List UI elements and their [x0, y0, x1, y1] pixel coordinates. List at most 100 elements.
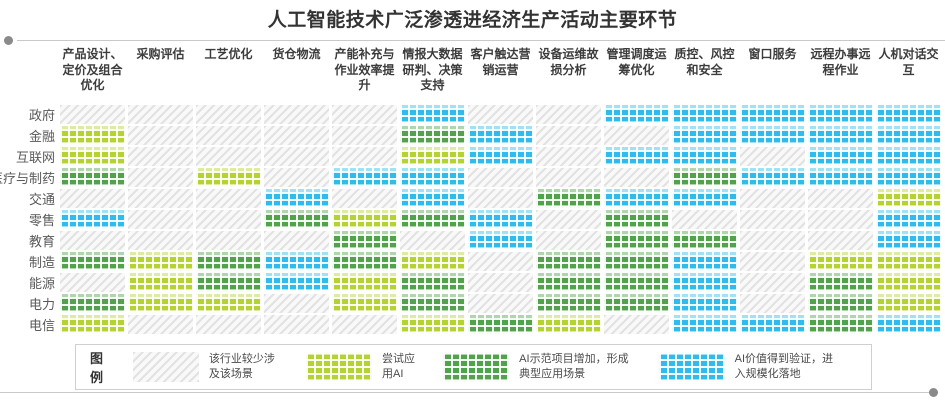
heatmap-cell-r2-c1: [60, 126, 125, 145]
heatmap-cell-r1-c4: [264, 105, 329, 124]
column-header-8: 设备运维故损分析: [538, 47, 599, 77]
heatmap-cell-r4-c13: [876, 168, 941, 187]
heatmap-cell-r1-c9: [604, 105, 669, 124]
heatmap-cell-r11-c2: [128, 315, 193, 334]
heatmap-cell-r7-c7: [468, 231, 533, 250]
row-label-4: 医疗与制药: [0, 171, 55, 186]
heatmap-cell-r9-c12: [808, 273, 873, 292]
column-header-11: 窗口服务: [748, 47, 797, 61]
heatmap-cell-r4-c11: [740, 168, 805, 187]
column-header-12: 远程办事远程作业: [810, 47, 871, 77]
heatmap-cell-r11-c3: [196, 315, 261, 334]
heatmap-cell-r11-c4: [264, 315, 329, 334]
heatmap-cell-r3-c5: [332, 147, 397, 166]
legend-label-3: AI示范项目增加，形成典型应用场景: [519, 353, 629, 380]
heatmap-cell-r5-c6: [400, 189, 465, 208]
heatmap-cell-r4-c6: [400, 168, 465, 187]
heatmap-cell-r5-c11: [740, 189, 805, 208]
legend-swatch-3: [443, 352, 510, 382]
heatmap-cell-r2-c6: [400, 126, 465, 145]
column-header-6: 情报大数据研判、决策支持: [402, 47, 463, 93]
top-rule-left-dot: [4, 36, 13, 45]
heatmap-cell-r7-c11: [740, 231, 805, 250]
heatmap-cell-r7-c13: [876, 231, 941, 250]
heatmap-cell-r4-c3: [196, 168, 261, 187]
heatmap-cell-r7-c2: [128, 231, 193, 250]
heatmap-cell-r8-c9: [604, 252, 669, 271]
heatmap-cell-r2-c8: [536, 126, 601, 145]
heatmap-cell-r11-c6: [400, 315, 465, 334]
row-label-7: 教育: [28, 234, 55, 249]
legend-swatch-1: [132, 352, 199, 382]
heatmap-cell-r9-c13: [876, 273, 941, 292]
heatmap-cell-r9-c4: [264, 273, 329, 292]
heatmap-cell-r4-c8: [536, 168, 601, 187]
heatmap-cell-r8-c2: [128, 252, 193, 271]
heatmap-cell-r3-c13: [876, 147, 941, 166]
heatmap-cell-r6-c1: [60, 210, 125, 229]
heatmap-cell-r1-c8: [536, 105, 601, 124]
column-header-10: 质控、风控和安全: [674, 47, 735, 77]
heatmap-cell-r4-c12: [808, 168, 873, 187]
chart-title: 人工智能技术广泛渗透进经济生产活动主要环节: [267, 10, 678, 31]
heatmap-cell-r2-c2: [128, 126, 193, 145]
heatmap-cell-r1-c2: [128, 105, 193, 124]
heatmap-cell-r8-c13: [876, 252, 941, 271]
heatmap-cell-r7-c4: [264, 231, 329, 250]
heatmap-cell-r2-c11: [740, 126, 805, 145]
legend-label-1: 该行业较少涉及该场景: [208, 353, 275, 380]
legend-title: 图例: [90, 351, 104, 385]
heatmap-cell-r3-c4: [264, 147, 329, 166]
heatmap-cell-r1-c12: [808, 105, 873, 124]
heatmap-cell-r10-c5: [332, 294, 397, 313]
heatmap-cell-r10-c3: [196, 294, 261, 313]
heatmap-cell-r6-c13: [876, 210, 941, 229]
heatmap-cell-r8-c6: [400, 252, 465, 271]
heatmap-cell-r5-c10: [672, 189, 737, 208]
heatmap-cell-r3-c9: [604, 147, 669, 166]
column-header-2: 采购评估: [136, 47, 185, 61]
heatmap-cell-r10-c4: [264, 294, 329, 313]
column-header-9: 管理调度运筹优化: [606, 47, 667, 77]
heatmap-cell-r7-c3: [196, 231, 261, 250]
heatmap-cell-r1-c3: [196, 105, 261, 124]
heatmap-cell-r3-c6: [400, 147, 465, 166]
heatmap-cell-r9-c6: [400, 273, 465, 292]
legend-swatch-4: [658, 352, 725, 382]
column-header-4: 货仓物流: [272, 47, 321, 61]
heatmap-cell-r3-c8: [536, 147, 601, 166]
heatmap-cell-r6-c6: [400, 210, 465, 229]
column-header-7: 客户触达营销运营: [470, 47, 531, 77]
heatmap-cell-r2-c13: [876, 126, 941, 145]
heatmap-cell-r7-c12: [808, 231, 873, 250]
row-label-9: 能源: [28, 276, 55, 291]
heatmap-cell-r5-c8: [536, 189, 601, 208]
legend-label-4: AI价值得到验证，进入规模化落地: [734, 353, 834, 380]
heatmap-cell-r10-c10: [672, 294, 737, 313]
heatmap-cell-r9-c9: [604, 273, 669, 292]
heatmap-cell-r11-c5: [332, 315, 397, 334]
heatmap-cell-r11-c12: [808, 315, 873, 334]
heatmap-cell-r9-c7: [468, 273, 533, 292]
heatmap-cell-r9-c11: [740, 273, 805, 292]
heatmap-cell-r5-c12: [808, 189, 873, 208]
heatmap-cell-r4-c2: [128, 168, 193, 187]
row-label-5: 交通: [28, 192, 55, 207]
heatmap-cell-r6-c3: [196, 210, 261, 229]
heatmap-cell-r2-c7: [468, 126, 533, 145]
heatmap-cell-r9-c2: [128, 273, 193, 292]
heatmap-cell-r8-c12: [808, 252, 873, 271]
heatmap-cell-r1-c11: [740, 105, 805, 124]
heatmap-cell-r8-c7: [468, 252, 533, 271]
column-header-13: 人机对话交互: [878, 47, 939, 77]
heatmap-cell-r4-c4: [264, 168, 329, 187]
heatmap-cell-r4-c7: [468, 168, 533, 187]
heatmap-grid: [60, 105, 941, 334]
legend-box: 图例 该行业较少涉及该场景 尝试应用AI AI示范项目增加，形成典型应用场景 AI价值…: [75, 344, 872, 390]
column-header-1: 产品设计、定价及组合优化: [62, 47, 123, 93]
heatmap-cell-r1-c13: [876, 105, 941, 124]
heatmap-cell-r11-c11: [740, 315, 805, 334]
heatmap-cell-r6-c5: [332, 210, 397, 229]
heatmap-cell-r11-c7: [468, 315, 533, 334]
heatmap-cell-r6-c7: [468, 210, 533, 229]
